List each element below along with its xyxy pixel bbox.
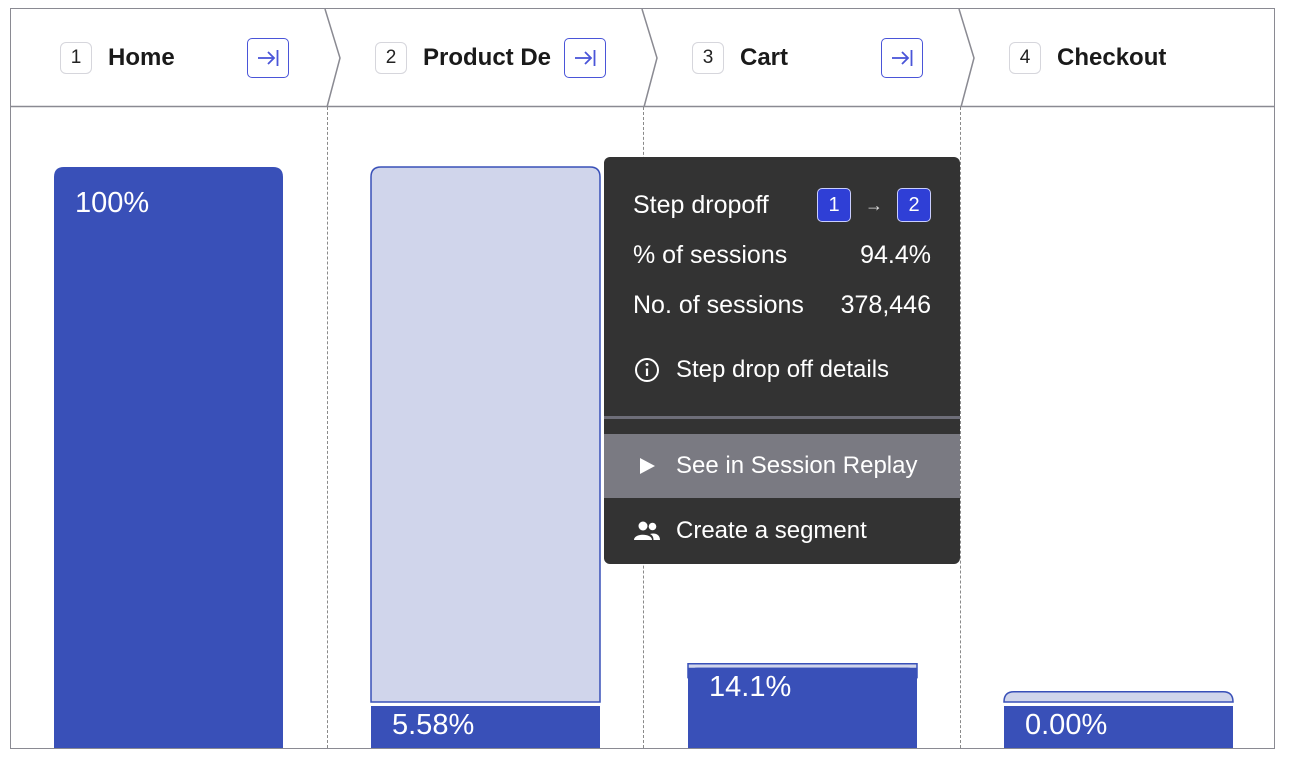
step-1-jump-button[interactable]: [247, 38, 289, 78]
dropoff-bar[interactable]: [1003, 690, 1234, 703]
conversion-bar[interactable]: [1003, 706, 1233, 749]
jump-to-end-icon: [258, 50, 279, 66]
column-divider: [960, 107, 961, 748]
step-3-jump-button[interactable]: [881, 38, 923, 78]
step-number-badge: 2: [375, 42, 407, 74]
conversion-bar[interactable]: [688, 667, 917, 749]
row-value: 378,446: [840, 291, 931, 319]
column-divider: [327, 107, 328, 748]
conversion-bar[interactable]: [371, 706, 600, 749]
tooltip-header: Step dropoff 1 → 2: [633, 188, 931, 222]
menu-item-label: Create a segment: [676, 517, 867, 544]
jump-to-end-icon: [892, 50, 913, 66]
arrow-right-icon: →: [865, 194, 883, 215]
step-2-jump-button[interactable]: [564, 38, 606, 78]
users-icon: [633, 517, 661, 545]
row-value: 94.4%: [860, 241, 931, 269]
conversion-bar[interactable]: [54, 167, 283, 749]
bar-value-label: 14.1%: [709, 670, 792, 703]
funnel-step-2: 2 Product De: [375, 9, 559, 107]
step-number-badge: 4: [1009, 42, 1041, 74]
funnel-step-1: 1 Home: [60, 9, 290, 107]
funnel-step-header-outline: [11, 9, 1274, 108]
bar-value-label: 0.00%: [1025, 709, 1108, 741]
tooltip-row-percent: % of sessions 94.4%: [633, 241, 931, 270]
step-name: Home: [108, 44, 175, 71]
funnel-step-4: 4 Checkout: [1009, 9, 1249, 107]
tooltip-title: Step dropoff: [633, 190, 769, 219]
funnel-step-3: 3 Cart: [692, 9, 872, 107]
row-label: % of sessions: [633, 241, 788, 269]
funnel-chart: 1 Home 2 Product De 3 Cart 4 Ch: [10, 8, 1275, 749]
step-name: Cart: [740, 44, 789, 71]
step-dropoff-details-link[interactable]: Step drop off details: [633, 356, 940, 384]
row-label: No. of sessions: [633, 291, 804, 319]
dropoff-bar[interactable]: [370, 166, 601, 703]
to-step-chip: 2: [897, 188, 931, 222]
funnel-bars: [54, 166, 1234, 749]
step-name: Checkout: [1057, 44, 1167, 71]
step-number-badge: 3: [692, 42, 724, 74]
bar-value-label: 100%: [75, 187, 150, 219]
link-label: Step drop off details: [676, 356, 890, 383]
see-in-session-replay-button[interactable]: See in Session Replay: [604, 434, 960, 498]
info-icon: [633, 356, 661, 384]
create-segment-button[interactable]: Create a segment: [604, 499, 960, 563]
step-dropoff-tooltip: Step dropoff 1 → 2 % of sessions 94.4% N…: [604, 157, 960, 564]
from-step-chip: 1: [817, 188, 851, 222]
jump-to-end-icon: [575, 50, 596, 66]
menu-item-label: See in Session Replay: [676, 452, 918, 479]
tooltip-divider: [604, 416, 960, 419]
tooltip-row-count: No. of sessions 378,446: [633, 291, 931, 320]
step-number-badge: 1: [60, 42, 92, 74]
play-icon: [633, 452, 661, 480]
bar-value-label: 5.58%: [392, 709, 475, 741]
step-name: Product De: [423, 44, 552, 71]
